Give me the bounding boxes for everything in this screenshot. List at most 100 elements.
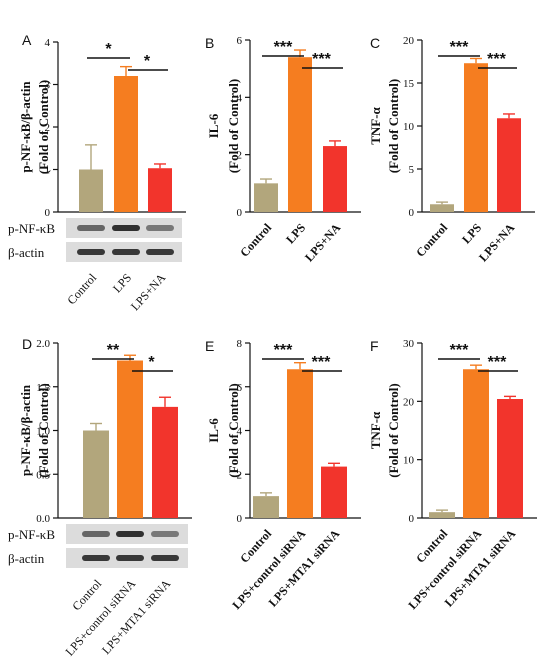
significance-label: ***	[312, 51, 331, 68]
significance-label: ***	[274, 39, 293, 56]
x-tick-label: LPS	[110, 271, 134, 296]
bar-lps-mta1-sirna	[321, 466, 347, 518]
panel-letter: A	[22, 32, 32, 48]
y-axis-label: (Fold of Control)	[226, 79, 241, 173]
bar-lps	[464, 63, 488, 212]
y-tick-label: 0	[409, 513, 415, 525]
blot-label: p-NF-κB	[8, 221, 55, 236]
bar-control	[254, 183, 278, 212]
y-tick-label: 4	[45, 37, 51, 49]
significance-label: ***	[450, 342, 469, 359]
blot-band	[151, 555, 179, 561]
panel-letter: B	[205, 35, 214, 51]
bar-lps-control-sirna	[287, 369, 313, 518]
y-tick-label: 10	[403, 455, 415, 467]
significance-label: *	[105, 41, 112, 58]
bar-lps-na	[148, 168, 172, 212]
y-tick-label: 0	[237, 513, 243, 525]
y-axis-label: TNF-α	[368, 411, 383, 449]
significance-label: ***	[488, 354, 507, 371]
blot-label: β-actin	[8, 551, 45, 566]
x-tick-label: Control	[64, 270, 99, 307]
bar-lps-na	[497, 118, 521, 212]
bar-lps-mta1-sirna	[152, 406, 178, 518]
y-tick-label: 0.5	[36, 469, 50, 481]
significance-label: ***	[274, 342, 293, 359]
y-axis-label: TNF-α	[368, 106, 383, 144]
x-tick-label: Control	[237, 220, 274, 259]
significance-label: *	[144, 53, 151, 70]
y-axis-label: (Fold of Control)	[36, 383, 51, 477]
y-tick-label: 2	[45, 122, 51, 134]
bar-lps-mta1-sirna	[497, 399, 523, 518]
y-axis-label: (Fold of Control)	[36, 80, 51, 174]
y-tick-label: 1	[45, 165, 51, 177]
x-tick-label: LPS	[283, 220, 308, 246]
panel-a: Ap-NF-κB/β-actin (Fold of Control) 0 1 2 3 4 * *…	[8, 32, 186, 313]
y-tick-label: 1.0	[36, 426, 50, 438]
y-tick-label: 0	[45, 207, 51, 219]
blot-band	[112, 225, 140, 231]
blot-band	[146, 225, 174, 231]
blot-band	[116, 531, 144, 537]
y-tick-label: 30	[403, 338, 415, 350]
panel-letter: E	[205, 338, 214, 354]
y-axis-label: p-NF-κB/β-actin	[18, 81, 33, 173]
y-tick-label: 2	[237, 150, 243, 162]
bar-control	[79, 169, 103, 212]
y-tick-label: 6	[237, 382, 243, 394]
blot-band	[82, 555, 110, 561]
blot-band	[77, 225, 105, 231]
bar-lps-control-sirna	[463, 369, 489, 518]
significance-label: **	[107, 342, 120, 359]
y-axis-label: (Fold of Control)	[386, 79, 401, 173]
bar-lps	[288, 57, 312, 213]
y-tick-label: 0	[237, 207, 243, 219]
bar-lps-control-sirna	[117, 360, 143, 518]
y-tick-label: 1.5	[36, 382, 50, 394]
x-tick-label: LPS+NA	[128, 270, 169, 313]
bar-control	[83, 430, 109, 518]
bar-control	[430, 204, 454, 212]
y-axis-label: IL-6	[206, 113, 221, 138]
panel-letter: C	[370, 35, 380, 51]
y-tick-label: 10	[403, 121, 415, 133]
x-tick-label: LPS	[459, 220, 484, 246]
significance-label: *	[148, 354, 155, 371]
panel-d: Dp-NF-κB/β-actin (Fold of Control) 0.0 0.5 1…	[8, 336, 192, 659]
panel-letter: F	[370, 338, 379, 354]
panel-b: B IL-6 (Fold of Control) 0 2 4 6 *** *** Control L…	[205, 35, 361, 264]
blot-band	[82, 531, 110, 537]
bar-lps	[114, 76, 138, 212]
y-tick-label: 2.0	[36, 338, 50, 350]
y-axis-label: IL-6	[206, 418, 221, 443]
bar-control	[429, 512, 455, 518]
y-tick-label: 4	[237, 92, 243, 104]
significance-label: ***	[487, 51, 506, 68]
panel-letter: D	[22, 336, 32, 352]
x-tick-label: LPS+NA	[476, 220, 518, 264]
y-tick-label: 4	[237, 426, 243, 438]
x-tick-label: LPS+NA	[302, 220, 344, 264]
y-tick-label: 0	[409, 207, 415, 219]
y-axis-label: (Fold of Control)	[386, 383, 401, 477]
y-axis-label: (Fold of Control)	[226, 383, 241, 477]
x-tick-label: Control	[413, 220, 450, 259]
y-tick-label: 6	[237, 35, 243, 47]
blot-band	[77, 249, 105, 255]
y-tick-label: 20	[403, 35, 415, 47]
y-tick-label: 15	[403, 78, 415, 90]
bar-control	[253, 496, 279, 518]
y-tick-label: 3	[45, 80, 51, 92]
y-tick-label: 0.0	[36, 513, 50, 525]
y-tick-label: 5	[409, 164, 415, 176]
blot-label: p-NF-κB	[8, 527, 55, 542]
blot-band	[146, 249, 174, 255]
panel-c: C TNF-α (Fold of Control) 0 5 10 15 20 *** *** Con…	[368, 35, 535, 264]
significance-label: ***	[312, 354, 331, 371]
y-tick-label: 20	[403, 396, 415, 408]
y-tick-label: 2	[237, 469, 243, 481]
bar-lps-na	[323, 146, 347, 212]
